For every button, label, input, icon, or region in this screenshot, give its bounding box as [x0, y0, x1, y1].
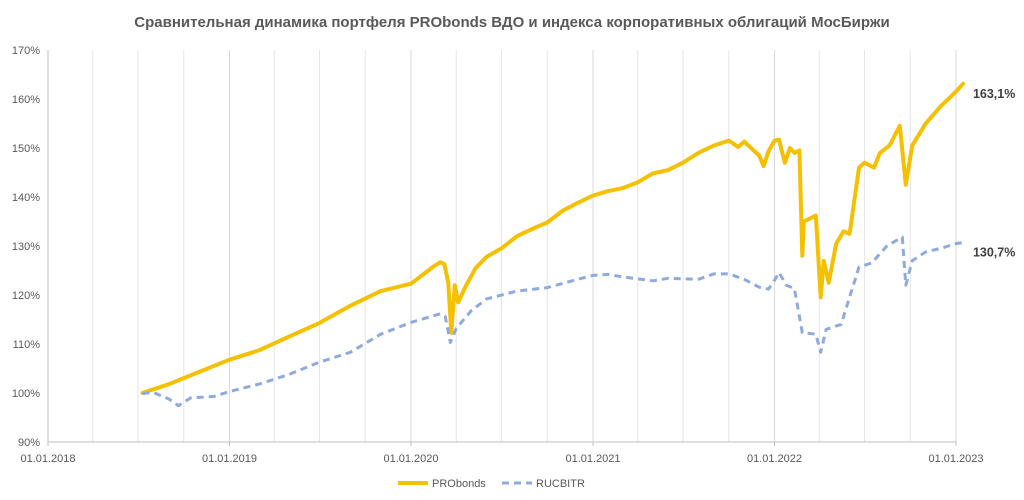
legend: PRObonds RUCBITR: [398, 478, 585, 490]
y-tick-label: 160%: [12, 94, 40, 106]
x-tick-label: 01.01.2019: [202, 453, 257, 465]
end-labels: 163,1% 130,7%: [973, 87, 1015, 260]
y-tick-label: 130%: [12, 241, 40, 253]
series-line-rucbitr: [142, 235, 964, 408]
x-tick-label: 01.01.2021: [565, 453, 620, 465]
axes: 90% 100% 110% 120% 130% 140% 150% 160% 170% 01.01…: [12, 45, 984, 465]
y-tick-label: 150%: [12, 143, 40, 155]
y-tick-label: 120%: [12, 290, 40, 302]
x-tick-label: 01.01.2020: [383, 453, 438, 465]
y-tick-label: 90%: [18, 437, 40, 449]
legend-label-probonds: PRObonds: [432, 478, 486, 490]
series-layer: [140, 81, 965, 408]
legend-label-rucbitr: RUCBITR: [536, 478, 585, 490]
grid: [47, 50, 957, 442]
chart-title: Сравнительная динамика портфеля PRObonds…: [134, 14, 889, 31]
x-tick-label: 01.01.2018: [20, 453, 75, 465]
y-tick-label: 140%: [12, 192, 40, 204]
y-tick-label: 100%: [12, 388, 40, 400]
x-tick-label: 01.01.2022: [747, 453, 802, 465]
x-tick-label: 01.01.2023: [928, 453, 983, 465]
end-label-rucbitr: 130,7%: [973, 246, 1015, 260]
y-tick-label: 110%: [13, 339, 41, 351]
end-label-probonds: 163,1%: [973, 87, 1015, 101]
y-tick-label: 170%: [12, 45, 40, 57]
series-line-probonds: [140, 81, 965, 395]
